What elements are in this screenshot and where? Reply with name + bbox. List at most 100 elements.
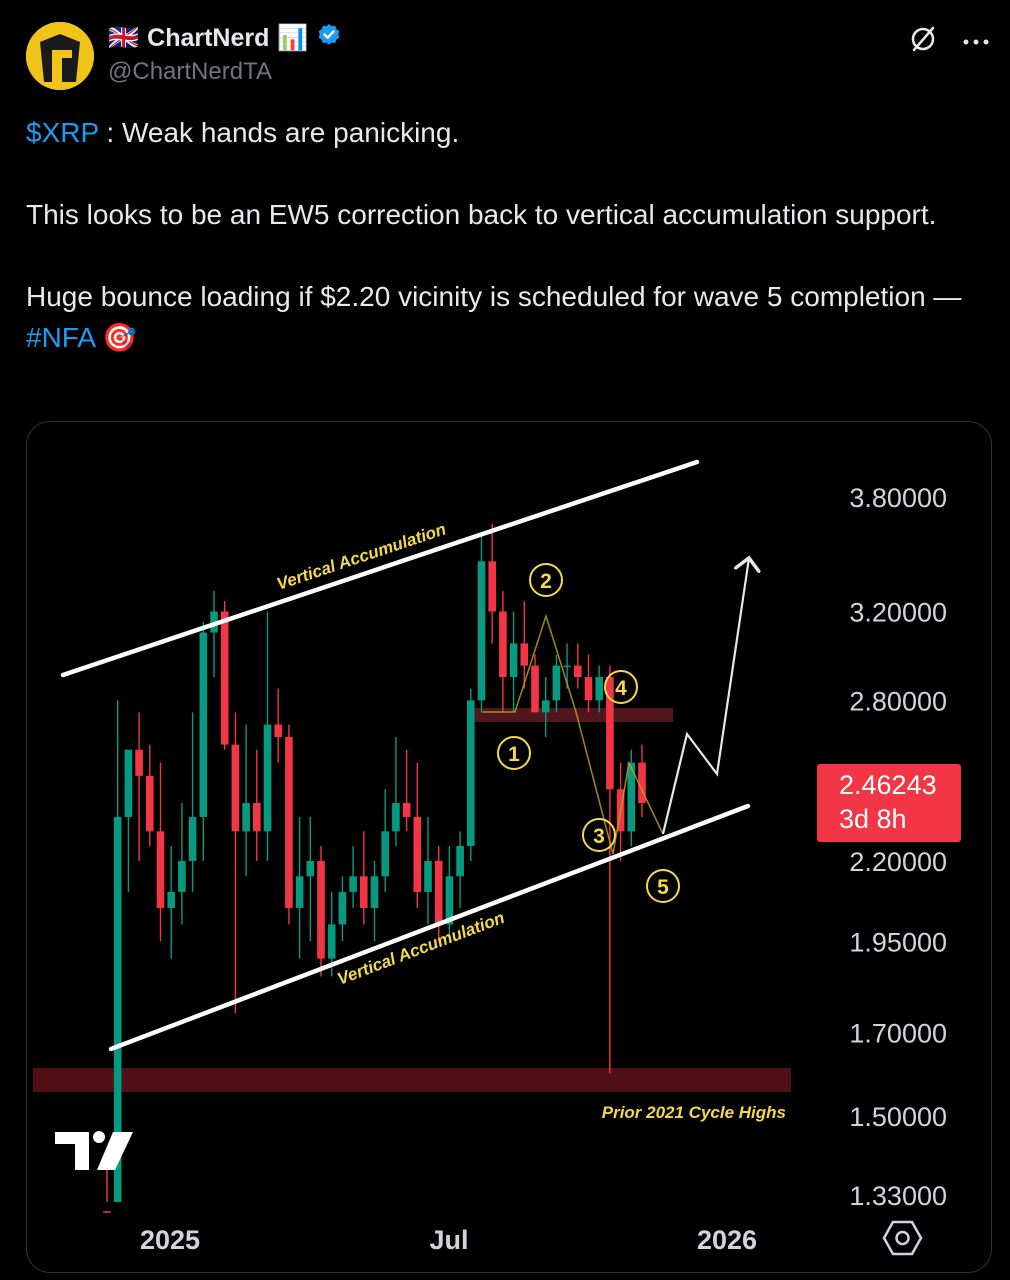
candle-body bbox=[167, 891, 175, 908]
wave-marker-2: 2 bbox=[529, 563, 563, 597]
candle-body bbox=[103, 1211, 111, 1213]
flag-emoji: 🇬🇧 bbox=[108, 23, 140, 52]
candle-body bbox=[253, 803, 261, 832]
current-price-label: 2.46243 3d 8h bbox=[817, 764, 961, 842]
hashtag-link[interactable]: #NFA bbox=[26, 322, 95, 353]
candle-body bbox=[242, 803, 250, 832]
support-zone bbox=[33, 1068, 791, 1092]
y-tick-label: 2.20000 bbox=[849, 847, 947, 877]
y-axis: 3.80000 3.20000 2.80000 2.20000 1.95000 1.700… bbox=[849, 483, 947, 1211]
candle-body bbox=[638, 762, 646, 804]
more-icon[interactable] bbox=[962, 33, 990, 51]
x-tick-jul: Jul bbox=[429, 1225, 468, 1255]
y-tick-label: 3.80000 bbox=[849, 483, 947, 513]
candle-body bbox=[499, 611, 507, 677]
candle-body bbox=[306, 860, 315, 877]
verified-badge-icon bbox=[317, 23, 341, 54]
candle-body bbox=[456, 845, 464, 877]
candle-body bbox=[392, 803, 400, 832]
grok-icon[interactable] bbox=[908, 24, 938, 59]
handle[interactable]: @ChartNerdTA bbox=[108, 58, 272, 85]
y-tick-label: 1.70000 bbox=[849, 1019, 947, 1049]
wave4-resistance-zone bbox=[471, 708, 673, 722]
candle-body bbox=[509, 643, 518, 677]
cashtag-link[interactable]: $XRP bbox=[26, 117, 99, 148]
candle-body bbox=[231, 744, 240, 832]
tweet-text: $XRP : Weak hands are panicking. This lo… bbox=[26, 112, 976, 358]
wave-marker-1: 1 bbox=[497, 736, 531, 770]
candle-body bbox=[360, 876, 368, 908]
author-block: 🇬🇧 ChartNerd 📊 @ChartNerdTA bbox=[108, 20, 341, 86]
candle-body bbox=[488, 561, 496, 612]
candle-body bbox=[574, 665, 582, 677]
candles-group bbox=[103, 523, 646, 1213]
candle-body bbox=[467, 700, 475, 846]
svg-text:1: 1 bbox=[508, 743, 520, 766]
y-tick-label: 1.50000 bbox=[849, 1102, 947, 1132]
candle-body bbox=[274, 724, 282, 738]
candle-body bbox=[285, 737, 293, 908]
candle-body bbox=[370, 876, 379, 908]
candle-body bbox=[627, 762, 636, 832]
chart-image[interactable]: Vertical Accumulation Vertical Accumulat… bbox=[26, 421, 992, 1273]
candle-body bbox=[188, 817, 197, 861]
candle-body bbox=[317, 860, 325, 959]
candle-body bbox=[338, 891, 347, 925]
x-tick-2025: 2025 bbox=[140, 1225, 200, 1255]
wave-path bbox=[482, 613, 664, 855]
candle-body bbox=[413, 817, 422, 892]
candle-body bbox=[135, 749, 143, 776]
wave-marker-5: 5 bbox=[646, 869, 680, 903]
y-tick-label: 1.33000 bbox=[849, 1181, 947, 1211]
candle-body bbox=[606, 676, 614, 790]
wave-marker-3: 3 bbox=[582, 818, 616, 852]
candle-body bbox=[220, 611, 229, 745]
lower-channel-label: Vertical Accumulation bbox=[335, 908, 507, 989]
chart-emoji: 📊 bbox=[277, 23, 309, 52]
candle-body bbox=[541, 700, 550, 713]
price-chart: Vertical Accumulation Vertical Accumulat… bbox=[33, 459, 947, 1256]
candle-body bbox=[531, 665, 539, 713]
candle-body bbox=[552, 665, 561, 701]
candle-body bbox=[477, 561, 486, 701]
candle-body bbox=[595, 676, 603, 701]
candle-body bbox=[113, 817, 122, 1202]
candle-body bbox=[402, 803, 411, 818]
candle-body bbox=[584, 676, 593, 701]
tweet-line-3: Huge bounce loading if $2.20 vicinity is… bbox=[26, 281, 962, 312]
candle-body bbox=[295, 876, 304, 908]
candle-body bbox=[445, 876, 454, 925]
candle-body bbox=[381, 831, 389, 877]
chart-settings-icon bbox=[882, 1220, 923, 1256]
candle-body bbox=[199, 632, 208, 818]
svg-text:2: 2 bbox=[540, 570, 552, 593]
support-zone-label: Prior 2021 Cycle Highs bbox=[602, 1103, 786, 1122]
x-tick-2026: 2026 bbox=[697, 1225, 757, 1255]
candle-body bbox=[327, 924, 336, 959]
candle-body bbox=[520, 643, 529, 666]
tradingview-logo-icon bbox=[55, 1131, 133, 1170]
candle-countdown: 3d 8h bbox=[839, 804, 907, 834]
lower-channel-line bbox=[108, 803, 751, 1052]
candle-body bbox=[349, 876, 357, 892]
avatar[interactable] bbox=[26, 22, 94, 90]
candle-body bbox=[434, 860, 443, 925]
svg-text:3: 3 bbox=[593, 825, 605, 848]
upper-channel-line bbox=[60, 459, 700, 678]
candle-body bbox=[146, 775, 154, 832]
target-emoji: 🎯 bbox=[102, 322, 138, 353]
candle-body bbox=[424, 860, 432, 892]
candle-body bbox=[563, 665, 571, 668]
wave-marker-4: 4 bbox=[604, 670, 638, 704]
candle-body bbox=[178, 860, 186, 892]
display-name[interactable]: ChartNerd bbox=[147, 23, 270, 52]
tweet-line-2: This looks to be an EW5 correction back … bbox=[26, 199, 937, 230]
avatar-icon bbox=[26, 22, 94, 90]
svg-text:4: 4 bbox=[615, 677, 627, 700]
candle-body bbox=[156, 831, 165, 908]
candle-body bbox=[124, 749, 133, 818]
candle-body bbox=[263, 724, 272, 832]
y-tick-label: 2.80000 bbox=[849, 686, 947, 716]
y-tick-label: 3.20000 bbox=[849, 597, 947, 627]
current-price: 2.46243 bbox=[839, 770, 937, 800]
